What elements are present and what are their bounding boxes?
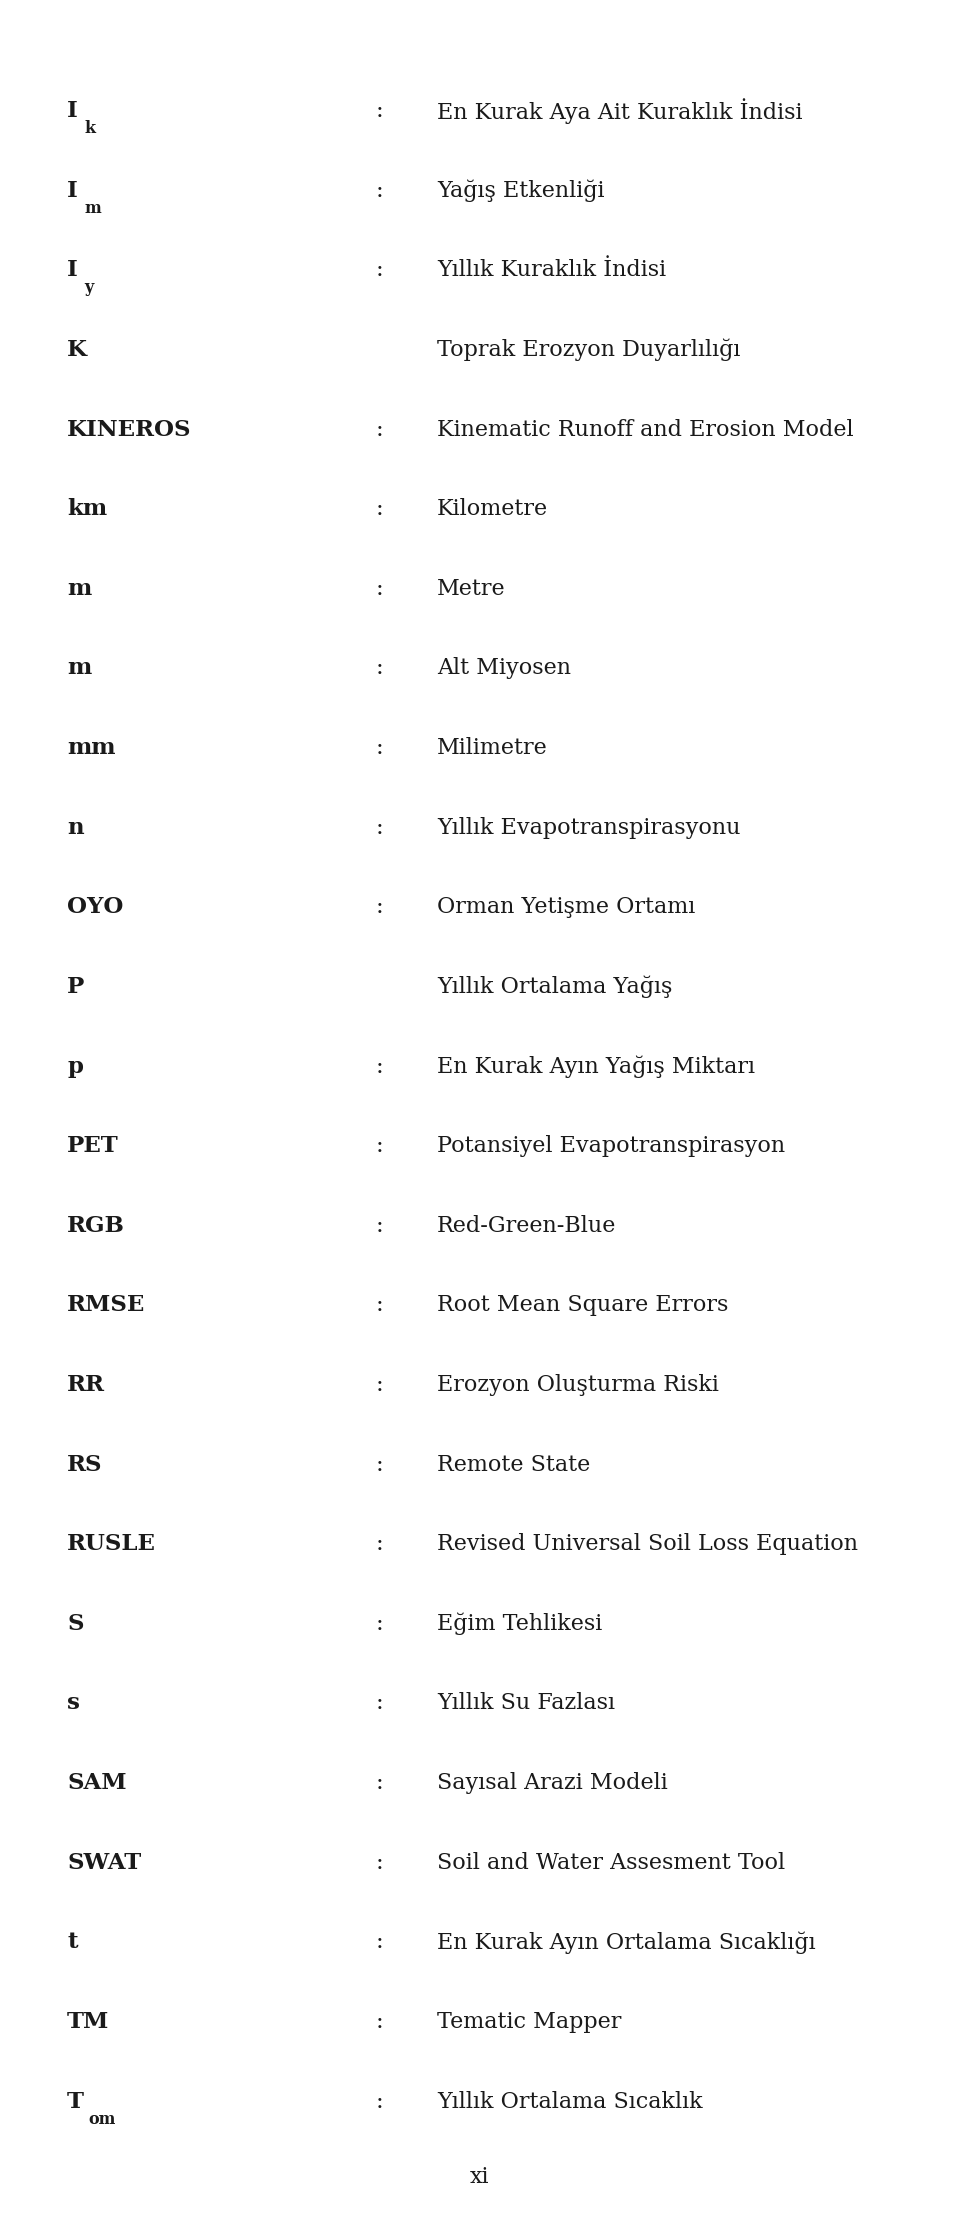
Text: :: : bbox=[375, 2010, 383, 2032]
Text: SWAT: SWAT bbox=[67, 1852, 141, 1874]
Text: :: : bbox=[375, 817, 383, 839]
Text: mm: mm bbox=[67, 737, 116, 759]
Text: RMSE: RMSE bbox=[67, 1293, 146, 1316]
Text: Yıllık Evapotranspirasyonu: Yıllık Evapotranspirasyonu bbox=[437, 817, 740, 839]
Text: xi: xi bbox=[470, 2166, 490, 2188]
Text: Toprak Erozyon Duyarlılığı: Toprak Erozyon Duyarlılığı bbox=[437, 338, 740, 361]
Text: :: : bbox=[375, 1772, 383, 1794]
Text: Yıllık Ortalama Sıcaklık: Yıllık Ortalama Sıcaklık bbox=[437, 2090, 703, 2112]
Text: Tematic Mapper: Tematic Mapper bbox=[437, 2010, 621, 2032]
Text: m: m bbox=[67, 657, 91, 679]
Text: km: km bbox=[67, 499, 108, 521]
Text: p: p bbox=[67, 1055, 84, 1077]
Text: Potansiyel Evapotranspirasyon: Potansiyel Evapotranspirasyon bbox=[437, 1135, 785, 1158]
Text: Remote State: Remote State bbox=[437, 1454, 590, 1476]
Text: En Kurak Ayın Ortalama Sıcaklığı: En Kurak Ayın Ortalama Sıcaklığı bbox=[437, 1932, 815, 1954]
Text: Orman Yetişme Ortamı: Orman Yetişme Ortamı bbox=[437, 897, 695, 919]
Text: :: : bbox=[375, 657, 383, 679]
Text: y: y bbox=[84, 278, 94, 296]
Text: K: K bbox=[67, 338, 87, 361]
Text: Kilometre: Kilometre bbox=[437, 499, 548, 521]
Text: I: I bbox=[67, 258, 78, 280]
Text: :: : bbox=[375, 1373, 383, 1396]
Text: s: s bbox=[67, 1692, 81, 1714]
Text: T: T bbox=[67, 2090, 84, 2112]
Text: :: : bbox=[375, 2090, 383, 2112]
Text: :: : bbox=[375, 499, 383, 521]
Text: Erozyon Oluşturma Riski: Erozyon Oluşturma Riski bbox=[437, 1373, 719, 1396]
Text: En Kurak Aya Ait Kuraklık İndisi: En Kurak Aya Ait Kuraklık İndisi bbox=[437, 98, 803, 125]
Text: Yıllık Kuraklık İndisi: Yıllık Kuraklık İndisi bbox=[437, 258, 666, 280]
Text: :: : bbox=[375, 258, 383, 280]
Text: RGB: RGB bbox=[67, 1215, 125, 1238]
Text: RR: RR bbox=[67, 1373, 106, 1396]
Text: :: : bbox=[375, 1692, 383, 1714]
Text: Root Mean Square Errors: Root Mean Square Errors bbox=[437, 1293, 729, 1316]
Text: Soil and Water Assesment Tool: Soil and Water Assesment Tool bbox=[437, 1852, 785, 1874]
Text: :: : bbox=[375, 737, 383, 759]
Text: Yıllık Ortalama Yağış: Yıllık Ortalama Yağış bbox=[437, 975, 672, 997]
Text: TM: TM bbox=[67, 2010, 109, 2032]
Text: :: : bbox=[375, 1293, 383, 1316]
Text: :: : bbox=[375, 1454, 383, 1476]
Text: KINEROS: KINEROS bbox=[67, 418, 192, 441]
Text: k: k bbox=[84, 120, 95, 138]
Text: :: : bbox=[375, 1215, 383, 1238]
Text: om: om bbox=[88, 2110, 116, 2128]
Text: m: m bbox=[84, 200, 101, 216]
Text: I: I bbox=[67, 100, 78, 122]
Text: :: : bbox=[375, 180, 383, 203]
Text: :: : bbox=[375, 1055, 383, 1077]
Text: :: : bbox=[375, 1852, 383, 1874]
Text: Yıllık Su Fazlası: Yıllık Su Fazlası bbox=[437, 1692, 614, 1714]
Text: Eğim Tehlikesi: Eğim Tehlikesi bbox=[437, 1612, 602, 1636]
Text: Alt Miyosen: Alt Miyosen bbox=[437, 657, 571, 679]
Text: RUSLE: RUSLE bbox=[67, 1534, 156, 1556]
Text: Red-Green-Blue: Red-Green-Blue bbox=[437, 1215, 616, 1238]
Text: :: : bbox=[375, 579, 383, 599]
Text: :: : bbox=[375, 1614, 383, 1634]
Text: :: : bbox=[375, 897, 383, 919]
Text: P: P bbox=[67, 975, 84, 997]
Text: :: : bbox=[375, 418, 383, 441]
Text: Metre: Metre bbox=[437, 579, 505, 599]
Text: Kinematic Runoff and Erosion Model: Kinematic Runoff and Erosion Model bbox=[437, 418, 853, 441]
Text: S: S bbox=[67, 1614, 84, 1634]
Text: :: : bbox=[375, 100, 383, 122]
Text: Sayısal Arazi Modeli: Sayısal Arazi Modeli bbox=[437, 1772, 667, 1794]
Text: PET: PET bbox=[67, 1135, 119, 1158]
Text: Milimetre: Milimetre bbox=[437, 737, 547, 759]
Text: :: : bbox=[375, 1135, 383, 1158]
Text: Yağış Etkenliği: Yağış Etkenliği bbox=[437, 180, 604, 203]
Text: m: m bbox=[67, 579, 91, 599]
Text: Revised Universal Soil Loss Equation: Revised Universal Soil Loss Equation bbox=[437, 1534, 858, 1556]
Text: :: : bbox=[375, 1932, 383, 1954]
Text: :: : bbox=[375, 1534, 383, 1556]
Text: RS: RS bbox=[67, 1454, 103, 1476]
Text: I: I bbox=[67, 180, 78, 203]
Text: OYO: OYO bbox=[67, 897, 124, 919]
Text: n: n bbox=[67, 817, 84, 839]
Text: SAM: SAM bbox=[67, 1772, 127, 1794]
Text: t: t bbox=[67, 1932, 78, 1954]
Text: En Kurak Ayın Yağış Miktarı: En Kurak Ayın Yağış Miktarı bbox=[437, 1055, 755, 1077]
